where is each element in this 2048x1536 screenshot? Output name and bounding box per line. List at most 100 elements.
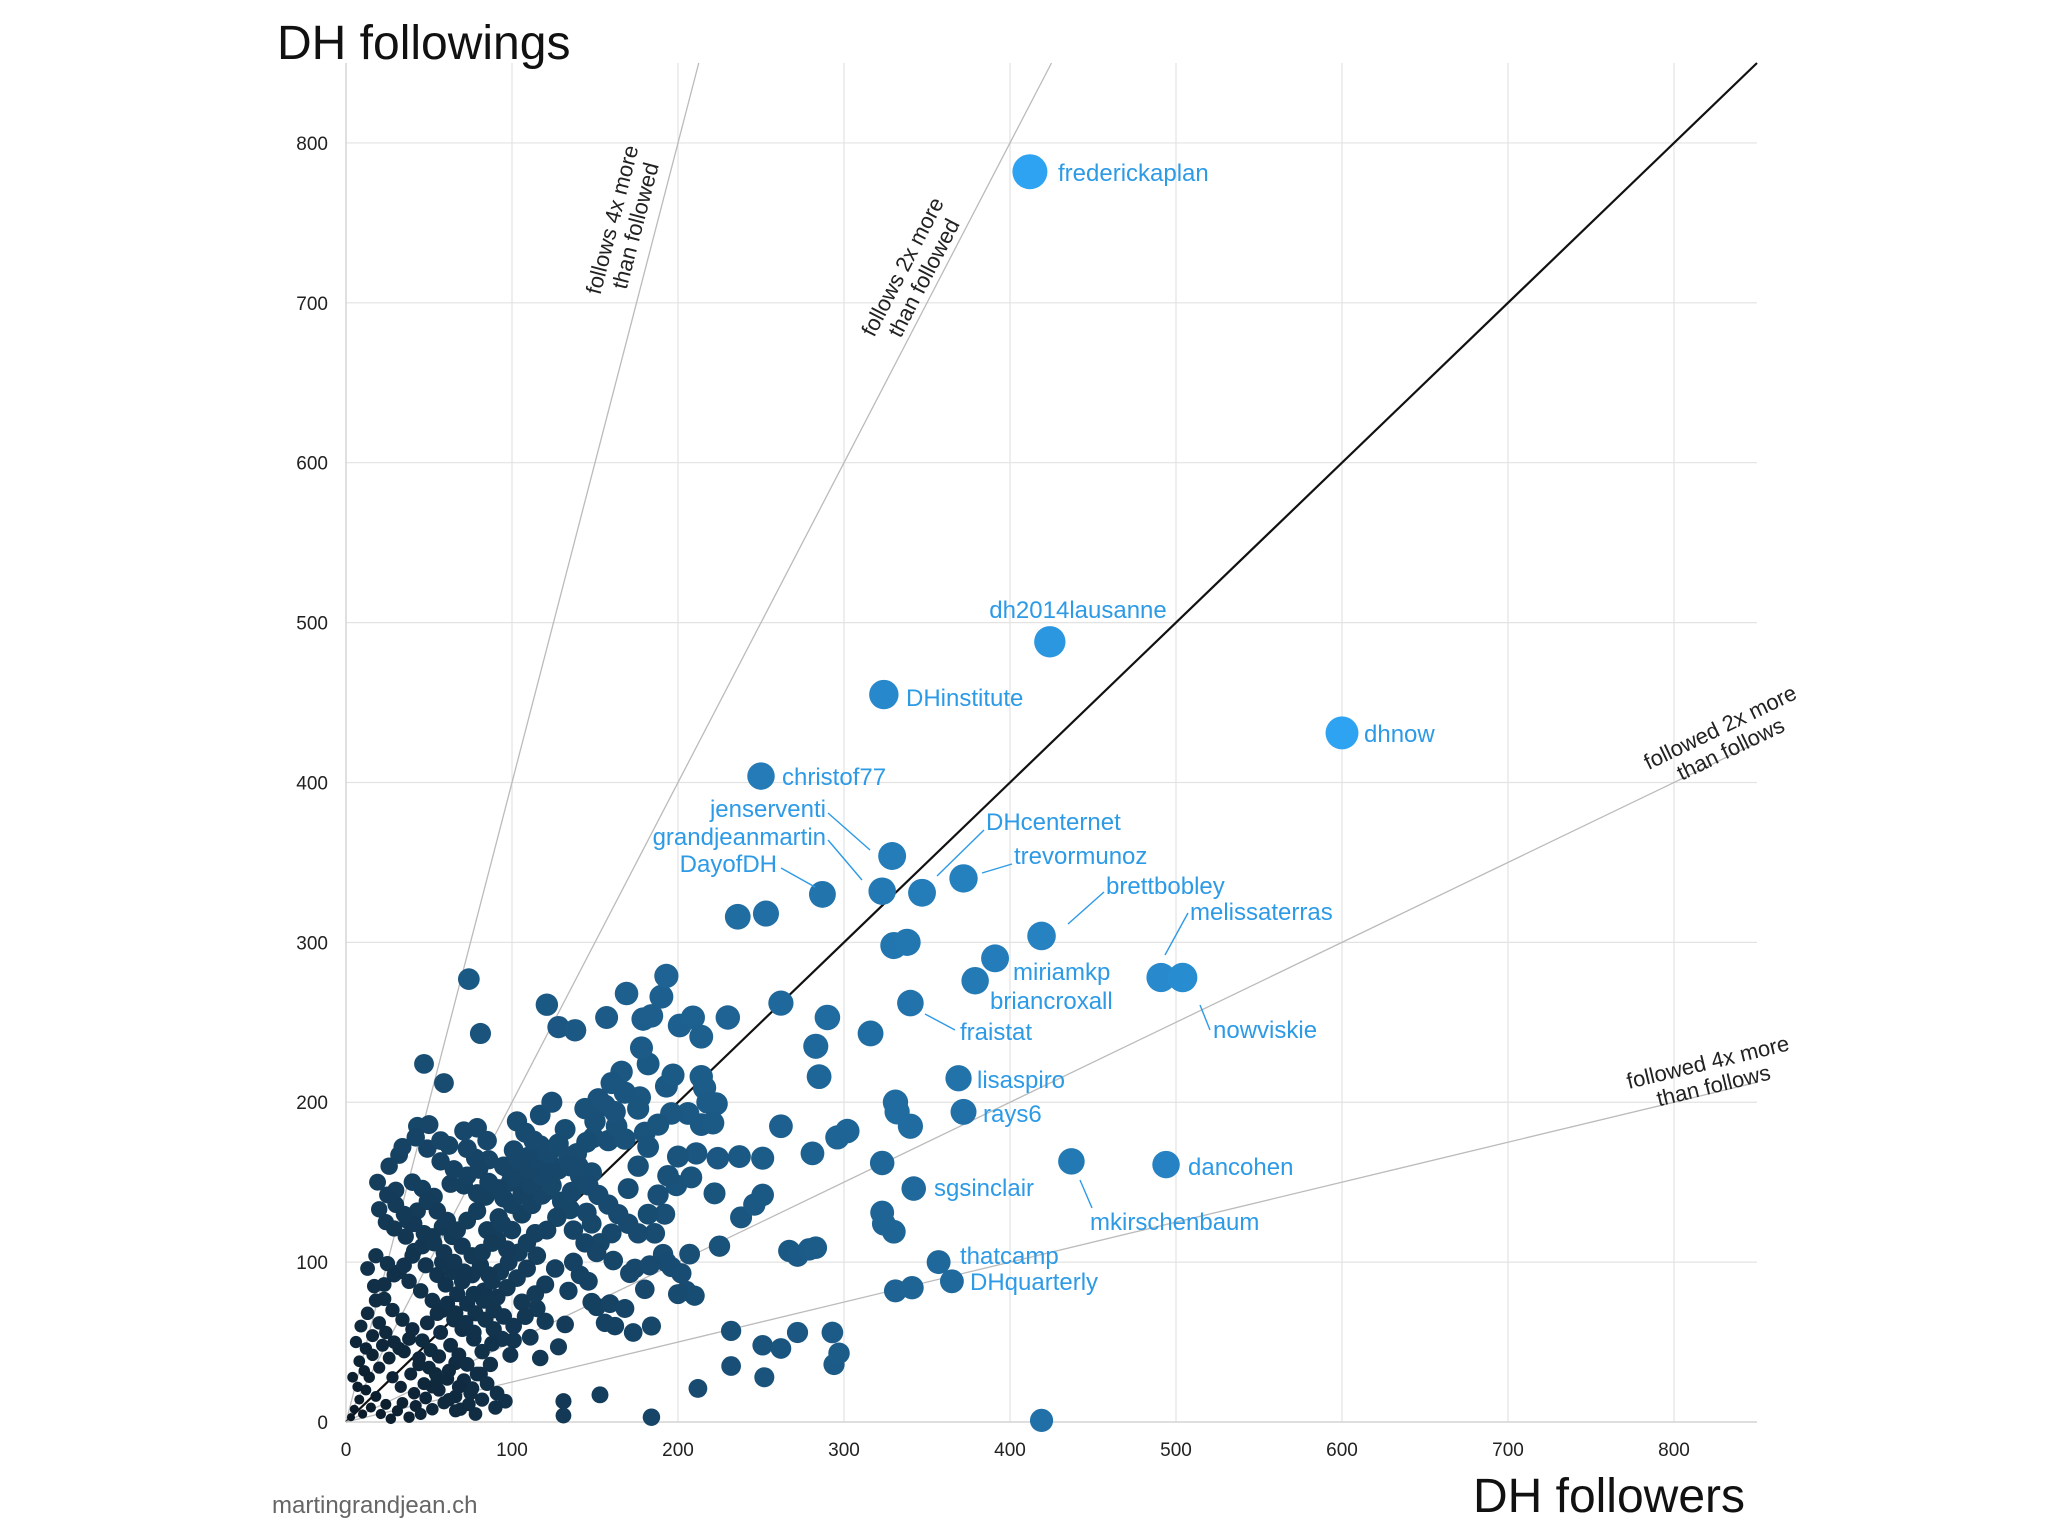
data-point: [706, 1146, 730, 1170]
data-point: [397, 1228, 414, 1245]
data-point: [556, 1315, 574, 1334]
data-point: [357, 1409, 368, 1419]
data-point: [404, 1367, 418, 1381]
data-point: [385, 1220, 403, 1237]
data-point: [637, 1136, 660, 1158]
data-point: [474, 1343, 490, 1360]
leader-line-DHcenternet: [936, 829, 985, 877]
data-point: [614, 1128, 636, 1150]
data-point: [603, 1100, 626, 1123]
data-point: [414, 1053, 434, 1074]
data-point: [347, 1371, 359, 1383]
point-label-DHcenternet: DHcenternet: [986, 809, 1121, 836]
reference-line: [345, 62, 1053, 1423]
data-point: [547, 1015, 570, 1039]
reference-line: [345, 62, 1758, 1423]
credit-text: martingrandjean.ch: [272, 1492, 477, 1519]
data-point: [380, 1157, 398, 1175]
x-tick-label: 100: [496, 1440, 528, 1461]
reference-line-label: follows 4x morethan followed: [581, 142, 667, 302]
data-point: [900, 1276, 924, 1300]
data-point-dancohen: [1152, 1150, 1180, 1179]
data-point: [523, 1130, 544, 1151]
data-point: [527, 1246, 547, 1265]
data-point: [727, 1145, 751, 1169]
data-point: [358, 1365, 371, 1377]
data-point: [857, 1020, 884, 1047]
data-point: [412, 1283, 429, 1299]
data-point: [806, 1064, 832, 1090]
data-point: [629, 1036, 654, 1060]
data-point: [627, 1155, 649, 1177]
data-point: [634, 1279, 655, 1300]
data-point: [482, 1356, 499, 1373]
y-tick-label: 700: [296, 294, 328, 315]
data-point: [721, 1356, 741, 1376]
y-tick-label: 0: [317, 1413, 328, 1434]
data-point: [488, 1400, 503, 1415]
data-point: [396, 1396, 409, 1409]
data-point: [373, 1361, 386, 1374]
data-point: [397, 1344, 411, 1359]
data-point: [666, 1145, 690, 1168]
data-point: [661, 1063, 685, 1087]
data-point: [644, 1223, 666, 1244]
reference-line-label: follows 2x morethan followed: [856, 193, 970, 351]
data-point: [414, 1408, 427, 1420]
x-tick-label: 200: [662, 1440, 694, 1461]
data-point: [419, 1115, 439, 1135]
data-point-DayofDH: [808, 880, 836, 908]
data-point: [467, 1184, 487, 1203]
data-point: [545, 1259, 565, 1278]
point-label-grandjeanmartin: grandjeanmartin: [653, 824, 826, 851]
data-point: [469, 1022, 492, 1045]
data-point: [354, 1319, 368, 1333]
data-point: [676, 1102, 700, 1125]
data-point: [412, 1357, 426, 1372]
data-point-nowviskie: [1167, 962, 1198, 993]
data-point-miriamkp: [981, 944, 1010, 973]
data-point: [600, 1294, 620, 1314]
data-point: [395, 1312, 410, 1327]
data-point: [803, 1033, 829, 1059]
data-point: [349, 1404, 359, 1414]
data-point: [443, 1337, 459, 1353]
data-point-grandjeanmartin: [868, 877, 896, 905]
data-point: [379, 1256, 396, 1272]
leader-line-grandjeanmartin: [827, 839, 863, 881]
data-point-sgsinclair: [901, 1176, 926, 1201]
x-tick-label: 600: [1326, 1440, 1358, 1461]
data-point: [417, 1257, 434, 1274]
y-axis-title: DH followings: [277, 17, 570, 70]
data-point: [595, 1313, 615, 1333]
data-point: [376, 1277, 392, 1292]
point-label-frederickaplan: frederickaplan: [1058, 160, 1209, 187]
data-point: [627, 1097, 650, 1120]
data-point: [751, 1183, 774, 1207]
data-point: [369, 1173, 387, 1191]
data-point: [477, 1130, 497, 1151]
data-point: [704, 1092, 728, 1116]
data-point: [371, 1201, 388, 1218]
y-tick-label: 400: [296, 773, 328, 794]
data-point: [679, 1243, 701, 1265]
data-point: [559, 1281, 578, 1301]
y-tick-label: 200: [296, 1093, 328, 1114]
data-point: [680, 1005, 705, 1030]
data-point: [897, 1113, 924, 1139]
data-point: [828, 1342, 850, 1364]
data-point: [459, 1357, 475, 1372]
data-point: [360, 1306, 375, 1321]
data-point: [720, 1320, 742, 1342]
point-label-fraistat: fraistat: [960, 1019, 1032, 1046]
data-point: [447, 1305, 464, 1322]
data-point: [386, 1371, 399, 1384]
y-tick-label: 800: [296, 134, 328, 155]
data-point: [433, 1325, 449, 1340]
data-point: [407, 1386, 421, 1400]
y-tick-label: 600: [296, 454, 328, 475]
data-point: [671, 1263, 692, 1284]
leader-line-melissaterras: [1164, 912, 1189, 956]
data-point: [639, 1004, 664, 1028]
data-point: [465, 1324, 482, 1341]
